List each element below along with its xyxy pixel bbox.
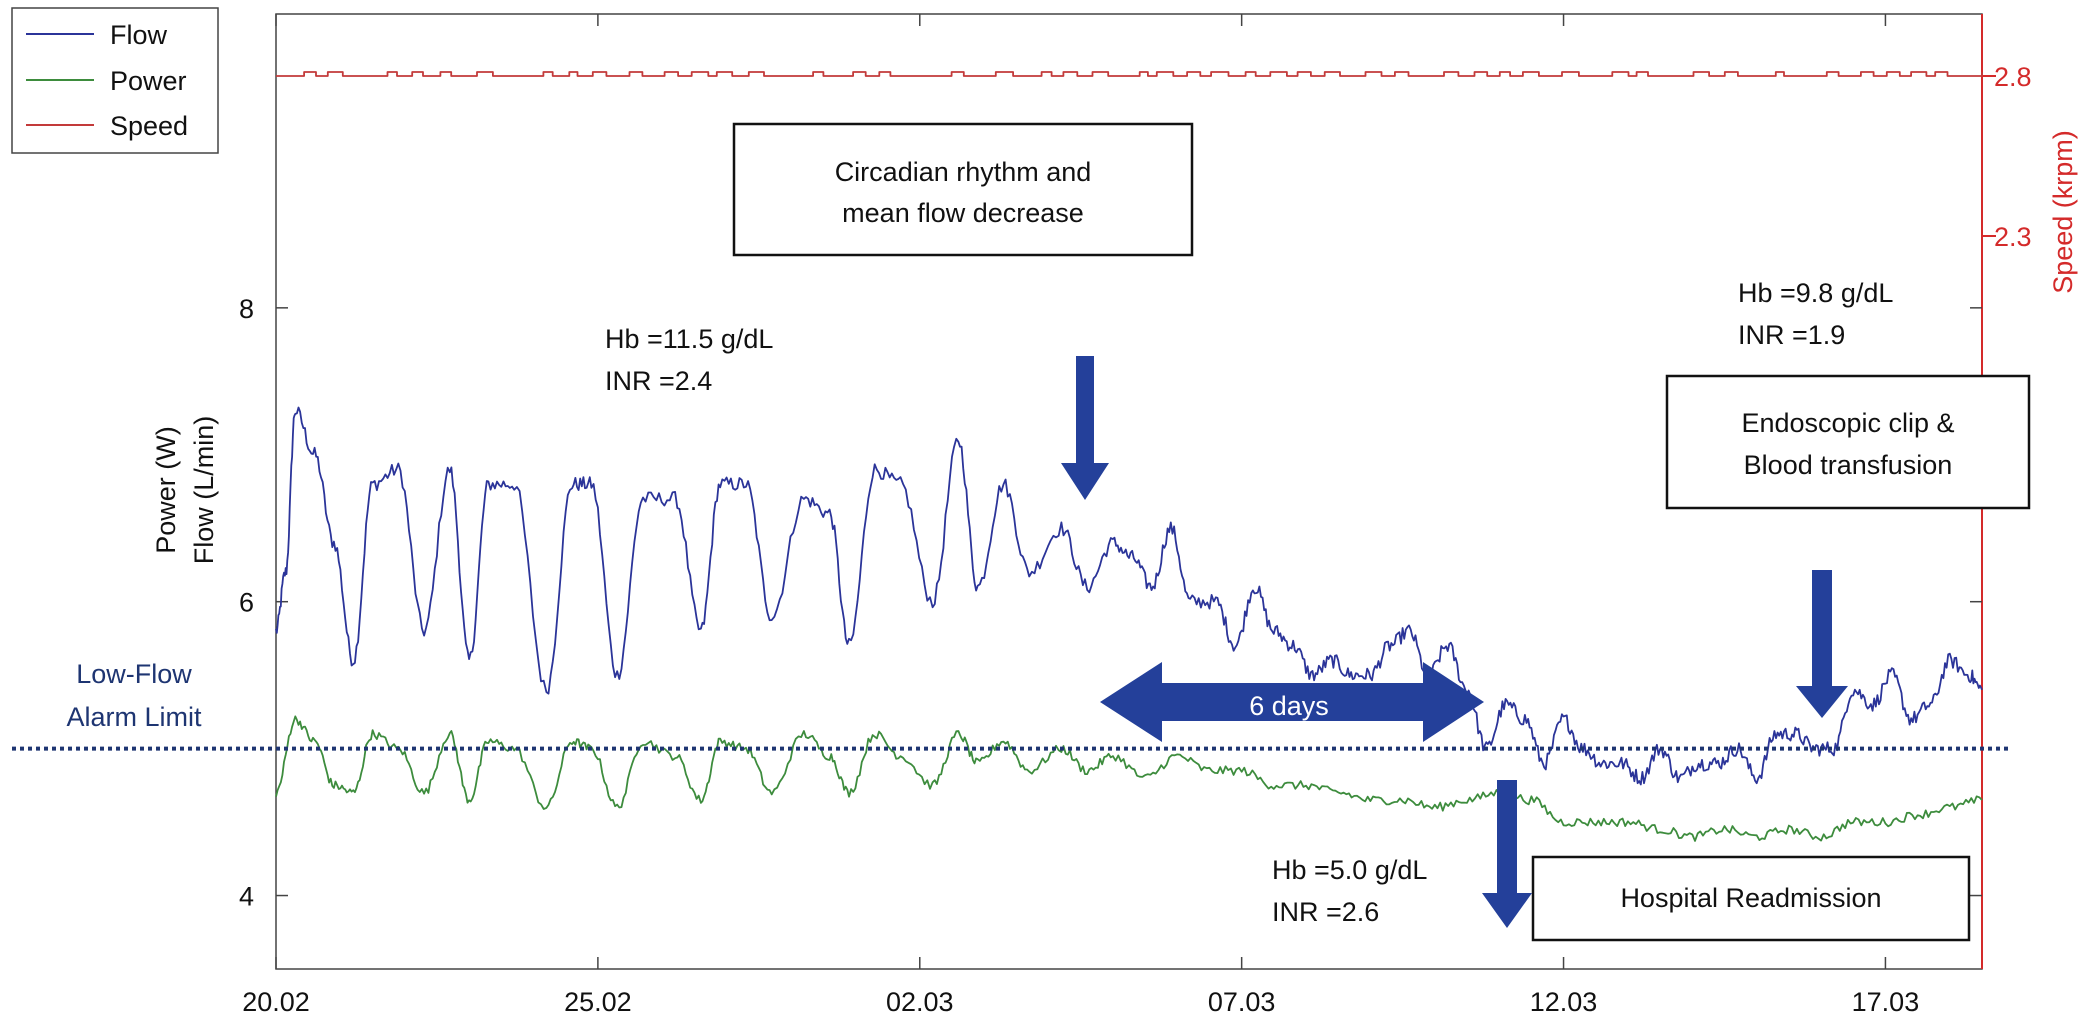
x-axis: 20.02 25.02 02.03 07.03 12.03 17.03	[242, 14, 1919, 1017]
y2-tick-label: 2.8	[1994, 62, 2032, 92]
lab-hb: Hb =9.8 g/dL	[1738, 278, 1893, 308]
lab-inr: INR =2.6	[1272, 897, 1379, 927]
y-tick-label: 4	[239, 882, 254, 912]
annotation-circadian: Circadian rhythm and mean flow decrease	[732, 122, 1194, 257]
x-tick-label: 25.02	[564, 987, 632, 1017]
annotation-text: Blood transfusion	[1744, 450, 1953, 480]
x-tick-label: 17.03	[1852, 987, 1920, 1017]
annotation-text: Endoscopic clip &	[1741, 408, 1954, 438]
y-axis-right: 2.3 2.8	[1982, 62, 2032, 252]
lab-note-3: Hb =5.0 g/dL INR =2.6	[1272, 855, 1427, 927]
x-tick-label: 07.03	[1208, 987, 1276, 1017]
y-tick-label: 8	[239, 294, 254, 324]
series-line-speed	[276, 71, 1983, 77]
lab-inr: INR =2.4	[605, 366, 712, 396]
duration-label: 6 days	[1249, 691, 1329, 721]
annotation-box	[732, 122, 1194, 257]
lab-hb: Hb =5.0 g/dL	[1272, 855, 1427, 885]
annotation-endoscopic: Endoscopic clip & Blood transfusion	[1665, 374, 2031, 510]
down-arrow-circadian	[1061, 356, 1109, 500]
annotation-text: Circadian rhythm and	[835, 157, 1092, 187]
down-arrow-readmission	[1482, 780, 1532, 928]
lab-note-2: Hb =9.8 g/dL INR =1.9	[1738, 278, 1893, 350]
y-axis-right-title: Speed (krpm)	[2048, 130, 2078, 294]
legend-label-power: Power	[110, 66, 187, 96]
alarm-label-line-1: Low-Flow	[76, 659, 192, 689]
x-tick-label: 12.03	[1530, 987, 1598, 1017]
alarm-label-line-2: Alarm Limit	[66, 702, 202, 732]
y2-tick-label: 2.3	[1994, 222, 2032, 252]
double-arrow-6-days	[1100, 662, 1484, 742]
y-tick-label: 6	[239, 588, 254, 618]
legend-label-flow: Flow	[110, 20, 168, 50]
legend-label-speed: Speed	[110, 111, 188, 141]
x-tick-label: 20.02	[242, 987, 310, 1017]
y-axis-title-line-2: Flow (L/min)	[189, 416, 219, 565]
series-layer	[275, 71, 1983, 842]
annotation-box	[1665, 374, 2031, 510]
legend: Flow Power Speed	[11, 7, 219, 154]
y-axis-left: 4 6 8	[239, 294, 1982, 912]
lab-note-1: Hb =11.5 g/dL INR =2.4	[605, 324, 773, 396]
lab-inr: INR =1.9	[1738, 320, 1845, 350]
annotation-text: Hospital Readmission	[1620, 883, 1881, 913]
lab-hb: Hb =11.5 g/dL	[605, 324, 773, 354]
series-line-flow	[275, 406, 1983, 786]
series-line-power	[275, 715, 1983, 842]
down-arrow-endoscopic	[1796, 570, 1848, 718]
annotation-box	[1531, 855, 1971, 942]
annotation-text: mean flow decrease	[842, 198, 1084, 228]
y-axis-title-line-1: Power (W)	[151, 426, 181, 554]
x-tick-label: 02.03	[886, 987, 954, 1017]
annotation-readmission: Hospital Readmission	[1531, 855, 1971, 942]
